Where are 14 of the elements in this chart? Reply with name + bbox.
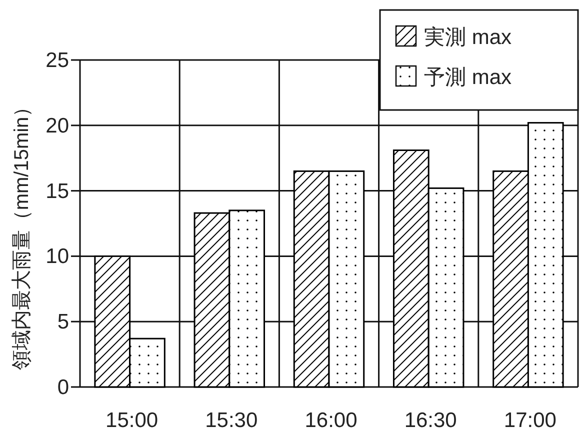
legend-label: 予測 max (424, 66, 512, 89)
x-tick-label: 15:30 (205, 409, 258, 432)
y-tick-label: 10 (46, 245, 69, 268)
y-tick-label: 20 (46, 114, 69, 138)
legend-label: 実測 max (424, 26, 512, 49)
x-tick-label: 16:30 (404, 409, 457, 432)
x-tick-label: 15:00 (106, 409, 158, 432)
y-tick-label: 0 (57, 376, 69, 399)
y-tick-label: 5 (57, 310, 69, 334)
x-tick-label: 17:00 (504, 409, 556, 432)
y-tick-label: 15 (46, 180, 69, 203)
x-tick-label: 16:00 (304, 409, 358, 432)
y-tick-label: 25 (46, 49, 69, 72)
y-axis-title: 領域内最大雨量（mm/15min） (11, 96, 33, 370)
